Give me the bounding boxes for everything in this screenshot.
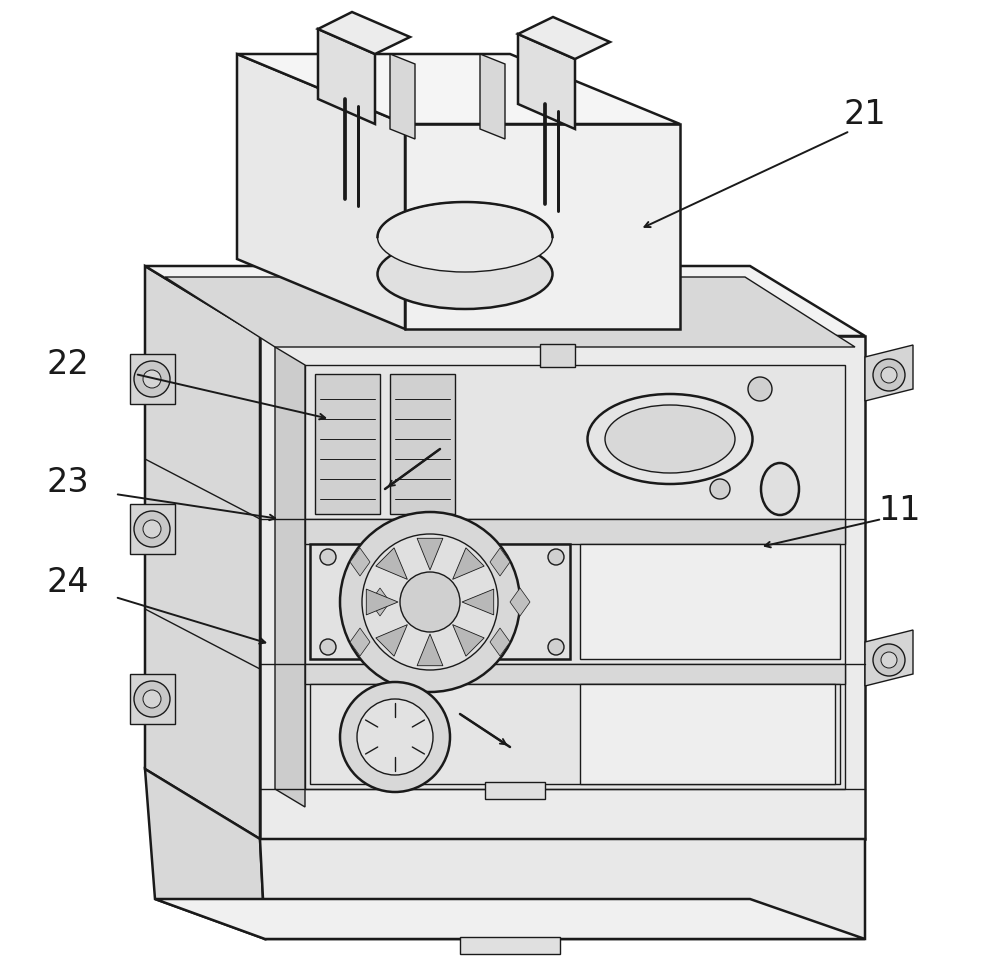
- Circle shape: [143, 370, 161, 389]
- Text: 24: 24: [47, 566, 89, 599]
- Polygon shape: [518, 18, 610, 60]
- Polygon shape: [315, 374, 380, 515]
- Polygon shape: [305, 664, 845, 684]
- Polygon shape: [390, 374, 455, 515]
- Polygon shape: [480, 55, 505, 140]
- Polygon shape: [305, 365, 845, 789]
- Polygon shape: [155, 899, 865, 939]
- Polygon shape: [260, 337, 865, 839]
- Polygon shape: [485, 783, 545, 799]
- Polygon shape: [518, 35, 575, 130]
- Circle shape: [134, 681, 170, 717]
- Polygon shape: [510, 588, 530, 616]
- Circle shape: [362, 534, 498, 670]
- Circle shape: [748, 378, 772, 402]
- Circle shape: [881, 653, 897, 668]
- Polygon shape: [237, 55, 405, 329]
- Circle shape: [357, 700, 433, 775]
- Circle shape: [548, 639, 564, 656]
- Polygon shape: [453, 548, 484, 579]
- Ellipse shape: [378, 203, 552, 273]
- Circle shape: [340, 513, 520, 693]
- Text: 22: 22: [47, 348, 89, 381]
- Circle shape: [548, 549, 564, 566]
- Polygon shape: [417, 538, 443, 571]
- Polygon shape: [417, 634, 443, 666]
- Polygon shape: [366, 589, 398, 616]
- Ellipse shape: [605, 405, 735, 474]
- Circle shape: [873, 360, 905, 392]
- Circle shape: [134, 512, 170, 547]
- Polygon shape: [305, 520, 845, 544]
- Circle shape: [143, 691, 161, 708]
- Polygon shape: [318, 30, 375, 125]
- Polygon shape: [580, 544, 840, 659]
- Circle shape: [710, 480, 730, 499]
- Polygon shape: [405, 125, 680, 329]
- Polygon shape: [390, 55, 415, 140]
- Polygon shape: [460, 937, 560, 954]
- Polygon shape: [350, 628, 370, 657]
- Polygon shape: [130, 674, 175, 724]
- Polygon shape: [453, 625, 484, 657]
- Polygon shape: [865, 630, 913, 686]
- Polygon shape: [165, 277, 855, 348]
- Circle shape: [340, 682, 450, 792]
- Polygon shape: [310, 684, 840, 785]
- Polygon shape: [237, 55, 680, 125]
- Polygon shape: [260, 839, 865, 939]
- Polygon shape: [350, 548, 370, 576]
- Polygon shape: [462, 589, 494, 616]
- Text: 23: 23: [47, 466, 89, 499]
- Circle shape: [881, 367, 897, 384]
- Polygon shape: [310, 544, 570, 659]
- Polygon shape: [318, 13, 410, 55]
- Polygon shape: [130, 355, 175, 404]
- Ellipse shape: [761, 463, 799, 516]
- Circle shape: [320, 639, 336, 656]
- Polygon shape: [130, 504, 175, 554]
- Polygon shape: [490, 548, 510, 576]
- Polygon shape: [376, 548, 407, 579]
- Circle shape: [400, 573, 460, 632]
- Circle shape: [143, 521, 161, 538]
- Circle shape: [320, 549, 336, 566]
- Text: 21: 21: [844, 99, 886, 131]
- Polygon shape: [370, 588, 390, 616]
- Circle shape: [873, 645, 905, 676]
- Polygon shape: [865, 346, 913, 402]
- Ellipse shape: [588, 395, 753, 485]
- Polygon shape: [145, 769, 265, 939]
- Polygon shape: [376, 625, 407, 657]
- Polygon shape: [145, 267, 260, 839]
- Polygon shape: [540, 345, 575, 367]
- Ellipse shape: [378, 239, 552, 310]
- Text: 11: 11: [879, 493, 921, 526]
- Circle shape: [134, 361, 170, 398]
- Polygon shape: [145, 267, 865, 337]
- Polygon shape: [490, 628, 510, 657]
- Polygon shape: [580, 684, 835, 785]
- Polygon shape: [275, 348, 305, 807]
